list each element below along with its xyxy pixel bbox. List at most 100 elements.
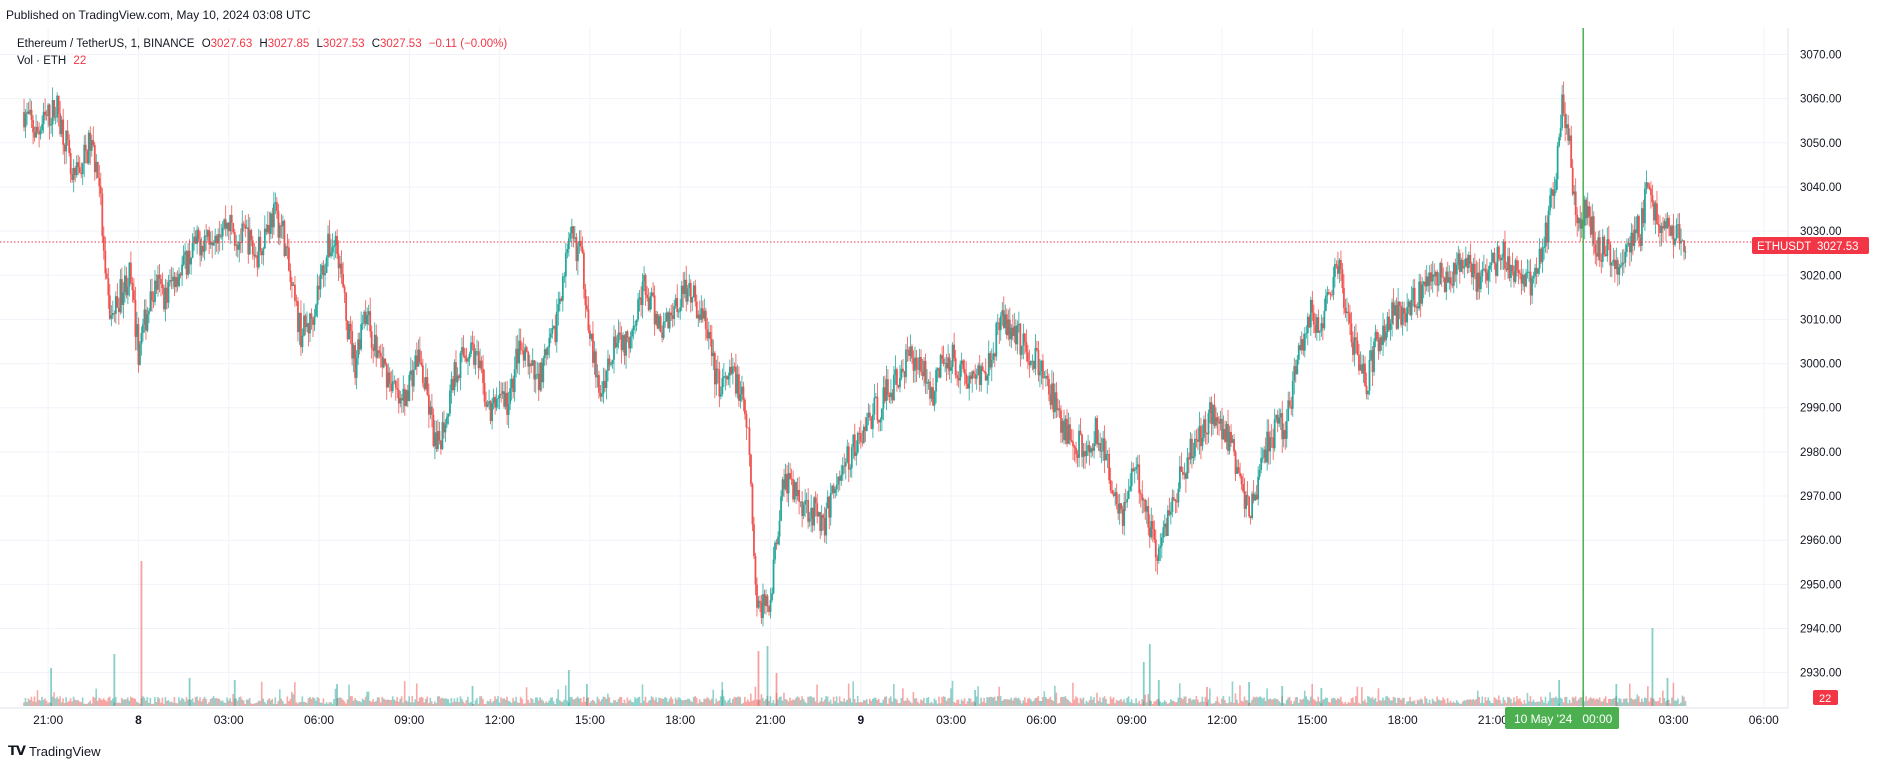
candle-body — [69, 153, 72, 175]
candle-body — [1314, 324, 1317, 333]
footer-brand[interactable]: 𝗧𝗩 TradingView — [8, 743, 100, 759]
candle-body — [50, 124, 53, 126]
volume-bar — [884, 696, 886, 706]
price-tick-label: 3050.00 — [1800, 138, 1842, 150]
candle-body — [1335, 264, 1338, 266]
candle-body — [644, 275, 647, 295]
candle-body — [942, 358, 945, 364]
candle-body — [455, 362, 457, 383]
volume-bar — [312, 697, 314, 706]
candle-body — [1233, 439, 1235, 452]
volume-bar — [811, 697, 814, 706]
volume-bar — [792, 699, 794, 706]
candle-body — [923, 360, 925, 377]
candle-body — [259, 236, 262, 252]
volume-bar — [265, 703, 268, 706]
candle-body — [626, 331, 629, 338]
candle-body — [867, 412, 870, 418]
volume-bar — [978, 703, 981, 706]
volume-bar — [1175, 702, 1178, 706]
candle-body — [1237, 467, 1240, 473]
candle-body — [566, 249, 569, 253]
volume-bar — [1641, 698, 1643, 706]
candle-body — [1333, 264, 1336, 277]
candle-body — [1209, 402, 1211, 414]
candle-body — [242, 223, 245, 225]
candle-body — [685, 279, 688, 302]
candle-body — [1394, 305, 1396, 316]
volume-bar — [611, 702, 614, 706]
candle-body — [87, 132, 90, 164]
volume-bar — [1385, 696, 1387, 706]
candle-body — [668, 312, 671, 329]
candle-body — [1197, 439, 1199, 442]
candle-body — [146, 314, 149, 331]
candle-body — [1600, 260, 1603, 262]
volume-bar — [962, 700, 964, 706]
volume-bar — [1236, 699, 1238, 706]
volume-bar — [1246, 700, 1249, 706]
volume-bar — [146, 697, 149, 706]
volume-bar — [793, 699, 796, 706]
candle-body — [1142, 499, 1145, 501]
candle-body — [352, 345, 355, 359]
candle-body — [1049, 394, 1052, 405]
volume-bar — [1203, 701, 1205, 706]
candle-body — [1418, 281, 1421, 309]
candle-body — [1549, 195, 1552, 211]
candle-body — [1299, 345, 1302, 350]
candle-body — [391, 381, 394, 392]
volume-bar — [1333, 698, 1336, 706]
candle-body — [604, 381, 606, 388]
candle-body — [1094, 418, 1097, 444]
volume-bar — [787, 701, 790, 706]
candle-body — [778, 520, 781, 537]
candle-body — [262, 248, 265, 256]
candle-body — [408, 374, 411, 402]
candle-body — [1482, 268, 1485, 270]
candle-body — [1081, 434, 1083, 457]
candle-body — [1498, 246, 1500, 259]
candle-body — [694, 285, 697, 302]
volume-bar — [256, 702, 259, 706]
candle-body — [117, 307, 120, 313]
candle-body — [339, 263, 341, 269]
candle-body — [221, 227, 224, 237]
candle-body — [765, 595, 767, 606]
symbol-title[interactable]: Ethereum / TetherUS, 1, BINANCE — [17, 38, 195, 50]
candle-body — [1654, 203, 1657, 221]
volume-bar — [679, 698, 681, 706]
volume-indicator-title[interactable]: Vol · ETH — [17, 55, 67, 67]
candle-body — [906, 349, 909, 351]
volume-bar — [369, 700, 371, 706]
volume-bar — [254, 703, 257, 706]
candle-body — [513, 369, 516, 392]
candle-body — [516, 348, 519, 364]
price-axis[interactable]: 3070.003060.003050.003040.003030.003020.… — [1800, 49, 1842, 679]
volume-bar — [1660, 703, 1663, 706]
volume-bar — [1070, 702, 1073, 706]
candle-body — [688, 282, 691, 289]
candle-body — [573, 237, 576, 239]
volume-bar — [637, 697, 639, 706]
candle-body — [1293, 366, 1296, 381]
volume-bar — [462, 701, 465, 706]
candle-body — [1221, 418, 1223, 440]
candle-body — [858, 432, 861, 434]
candle-body — [1607, 239, 1610, 245]
candle-body — [825, 508, 828, 536]
volume-bar — [92, 696, 94, 706]
volume-bar — [880, 702, 883, 706]
candle-body — [1479, 276, 1482, 290]
volume-bar — [1108, 703, 1110, 706]
candle-body — [485, 401, 487, 407]
volume-spike — [586, 684, 588, 706]
volume-bar — [1317, 696, 1320, 706]
volume-bar — [599, 701, 602, 706]
volume-bar — [123, 699, 126, 706]
candle-body — [829, 492, 832, 518]
volume-bar — [593, 701, 596, 706]
volume-bar — [1266, 688, 1268, 706]
candle-body — [44, 111, 47, 115]
